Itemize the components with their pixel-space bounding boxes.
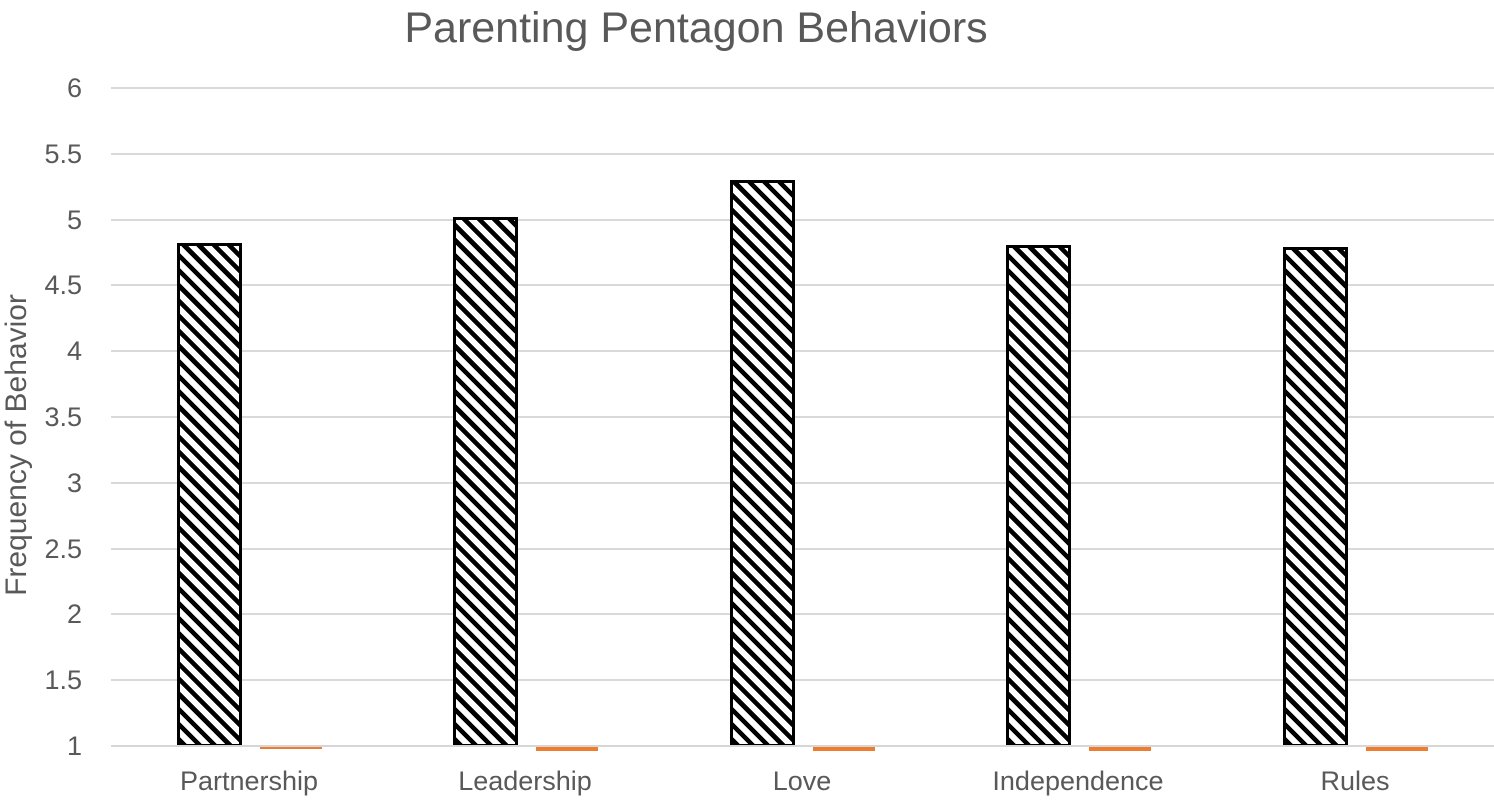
y-tick-label: 4.5 xyxy=(44,270,82,300)
x-tick-label: Partnership xyxy=(179,766,319,796)
gridline xyxy=(111,350,1494,352)
gridline xyxy=(111,679,1494,681)
x-axis-line xyxy=(111,745,1494,747)
y-tick-label: 1.5 xyxy=(44,665,82,695)
bar-hatched-leadership xyxy=(453,217,518,747)
gridline xyxy=(111,87,1494,89)
y-tick-label: 6 xyxy=(66,73,82,103)
y-tick-label: 5 xyxy=(66,205,82,235)
bar-hatched-partnership xyxy=(177,243,242,747)
gridline xyxy=(111,416,1494,418)
bar-hatched-independence xyxy=(1006,245,1071,747)
gridline xyxy=(111,548,1494,550)
bar-hatched-love xyxy=(730,180,795,747)
gridline xyxy=(111,153,1494,155)
bar-orange-partnership xyxy=(260,746,322,749)
y-tick-label: 2.5 xyxy=(44,534,82,564)
gridline xyxy=(111,613,1494,615)
y-tick-label: 1 xyxy=(66,731,82,761)
bar-orange-leadership xyxy=(536,746,598,751)
gridline xyxy=(111,284,1494,286)
x-tick-label: Rules xyxy=(1320,766,1390,796)
gridline xyxy=(111,482,1494,484)
bar-orange-love xyxy=(813,746,875,751)
x-tick-label: Love xyxy=(772,766,832,796)
y-tick-label: 4 xyxy=(66,336,82,366)
chart-title: Parenting Pentagon Behaviors xyxy=(404,4,988,52)
y-tick-label: 2 xyxy=(66,599,82,629)
bar-hatched-rules xyxy=(1283,247,1348,747)
x-tick-label: Leadership xyxy=(458,766,592,796)
bar-orange-independence xyxy=(1089,746,1151,751)
y-tick-label: 3 xyxy=(66,468,82,498)
gridline xyxy=(111,219,1494,221)
y-tick-label: 5.5 xyxy=(44,139,82,169)
y-tick-label: 3.5 xyxy=(44,402,82,432)
bar-orange-rules xyxy=(1366,746,1428,751)
x-tick-label: Independence xyxy=(992,766,1164,796)
